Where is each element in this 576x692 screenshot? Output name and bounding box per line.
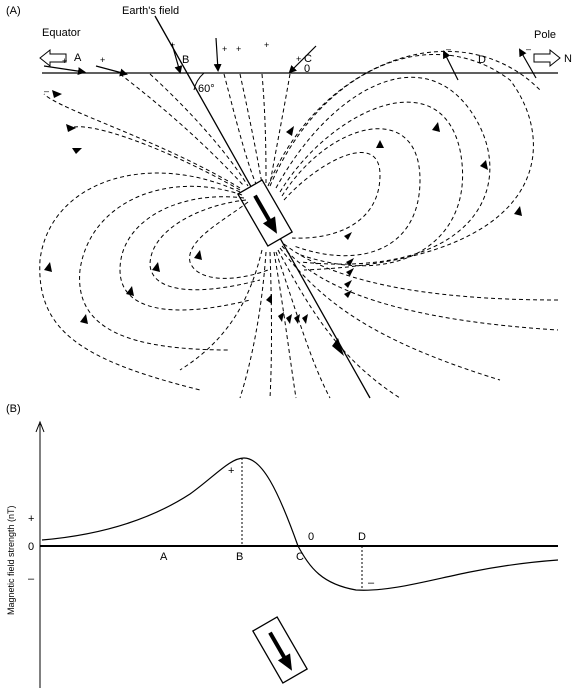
point-b-label: B [182,54,189,66]
field-arrow [443,50,459,81]
point-d-label: D [478,54,486,66]
y-axis-label: Magnetic field strength (nT) [6,505,16,615]
equator-arrow-icon [39,48,67,68]
y-tick-plus: + [28,513,34,525]
angle-arc [193,72,205,91]
north-label: N [564,53,572,65]
sign-plus: + [296,54,301,64]
panel-a: (A) Equator Pole N Earth's field 60° A B… [6,5,572,399]
point-c-label: C [304,53,312,65]
equator-label: Equator [42,27,81,39]
anomaly-curve [41,457,559,591]
trough-sign: – [368,577,375,589]
field-arrow [43,65,86,76]
panel-a-label: (A) [6,5,21,17]
earth-field-label: Earth's field [122,5,179,17]
axis-point-c: C [296,551,304,563]
field-line-arrowheads [44,90,522,324]
earth-field-arrowhead [332,338,344,356]
sign-minus: – [526,44,531,54]
angle-label: 60° [198,83,215,95]
field-arrow [213,37,222,72]
sign-plus: + [62,56,67,66]
magnetized-body [236,179,294,247]
field-arrow [288,45,317,74]
axis-point-b: B [236,551,243,563]
sign-plus: + [264,40,269,50]
field-lines [39,50,559,399]
field-arrow [519,48,537,79]
sign-minus: – [44,86,49,96]
axis-point-zero: 0 [308,531,314,543]
point-zero-label: 0 [304,63,310,75]
axis-point-d: D [358,531,366,543]
y-axis-arrow-icon [35,420,45,433]
magnetization-direction-icon [251,616,309,684]
y-tick-zero: 0 [28,541,34,553]
y-tick-minus: – [28,573,35,585]
sign-plus: + [236,44,241,54]
field-arrow [95,65,128,77]
sign-plus: + [222,44,227,54]
peak-sign: + [228,465,234,477]
field-arrow [171,43,183,74]
pole-label: Pole [534,29,556,41]
sign-minus: – [446,44,451,54]
sign-plus: + [100,55,105,65]
pole-arrow-icon [533,48,561,68]
axis-point-a: A [160,551,168,563]
panel-b-label: (B) [6,403,21,415]
panel-b: (B) Magnetic field strength (nT) + 0 – A… [6,403,559,688]
point-a-label: A [74,52,82,64]
